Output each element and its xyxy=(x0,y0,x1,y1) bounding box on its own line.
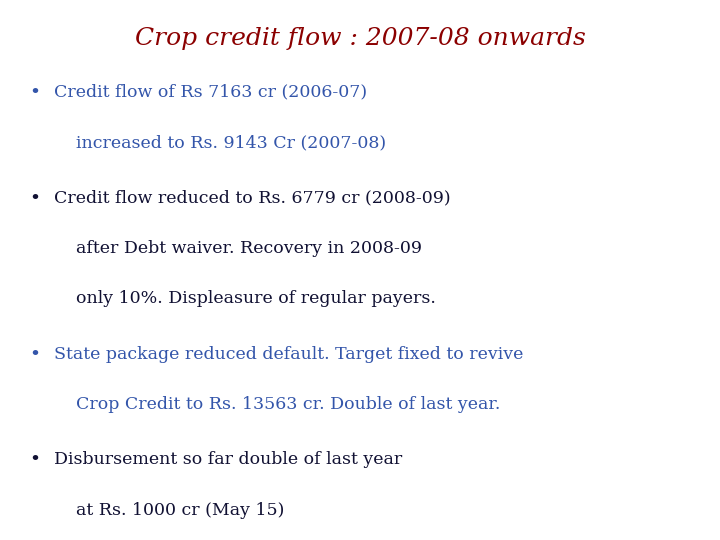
Text: increased to Rs. 9143 Cr (2007-08): increased to Rs. 9143 Cr (2007-08) xyxy=(76,134,386,151)
Text: State package reduced default. Target fixed to revive: State package reduced default. Target fi… xyxy=(54,346,523,362)
Text: at Rs. 1000 cr (May 15): at Rs. 1000 cr (May 15) xyxy=(76,502,284,518)
Text: •: • xyxy=(29,190,40,207)
Text: •: • xyxy=(29,346,40,363)
Text: after Debt waiver. Recovery in 2008-09: after Debt waiver. Recovery in 2008-09 xyxy=(76,240,422,256)
Text: Disbursement so far double of last year: Disbursement so far double of last year xyxy=(54,451,402,468)
Text: Crop Credit to Rs. 13563 cr. Double of last year.: Crop Credit to Rs. 13563 cr. Double of l… xyxy=(76,396,500,413)
Text: •: • xyxy=(29,451,40,469)
Text: Credit flow of Rs 7163 cr (2006-07): Credit flow of Rs 7163 cr (2006-07) xyxy=(54,84,367,100)
Text: Crop credit flow : 2007-08 onwards: Crop credit flow : 2007-08 onwards xyxy=(135,27,585,50)
Text: Credit flow reduced to Rs. 6779 cr (2008-09): Credit flow reduced to Rs. 6779 cr (2008… xyxy=(54,190,451,206)
Text: only 10%. Displeasure of regular payers.: only 10%. Displeasure of regular payers. xyxy=(76,290,436,307)
Text: •: • xyxy=(29,84,40,102)
